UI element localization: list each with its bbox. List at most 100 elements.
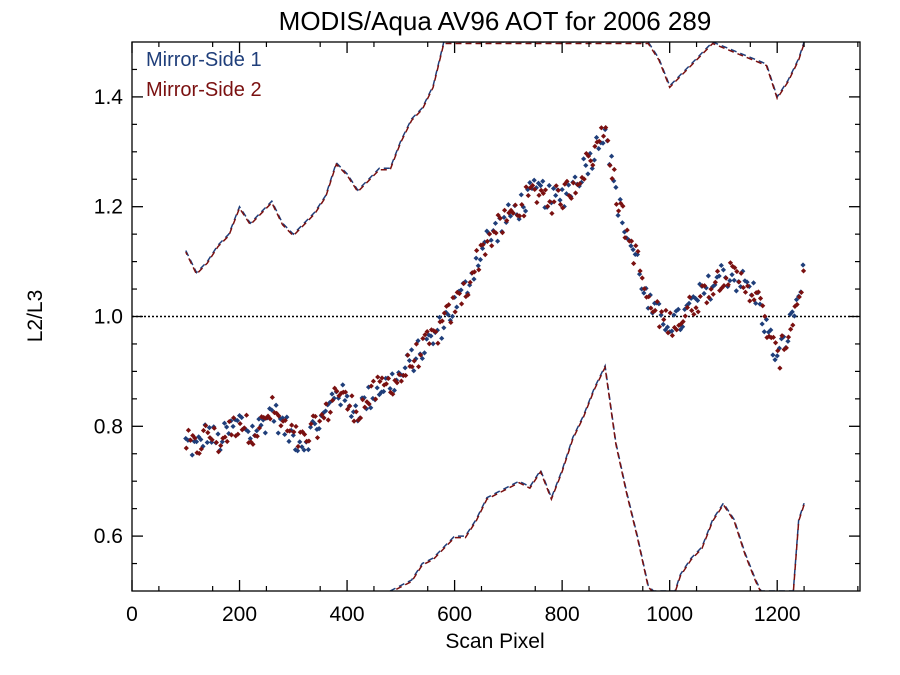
data-point-mirror-side-2	[437, 319, 443, 325]
y-tick-label: 1.0	[94, 306, 123, 329]
data-point-mirror-side-2	[721, 282, 727, 289]
data-point-mirror-side-1	[628, 243, 634, 249]
data-point-mirror-side-2	[581, 176, 587, 182]
data-point-mirror-side-2	[643, 294, 650, 300]
data-point-mirror-side-2	[256, 425, 263, 431]
data-point-mirror-side-1	[686, 300, 692, 306]
data-point-mirror-side-1	[219, 439, 225, 445]
data-point-mirror-side-2	[663, 307, 669, 314]
data-point-mirror-side-1	[492, 220, 499, 226]
data-point-mirror-side-1	[310, 418, 316, 425]
data-point-mirror-side-2	[269, 394, 275, 400]
data-point-mirror-side-1	[759, 321, 765, 327]
data-point-mirror-side-2	[577, 180, 583, 187]
data-point-mirror-side-2	[704, 300, 710, 306]
data-point-mirror-side-2	[725, 282, 731, 288]
data-point-mirror-side-2	[798, 289, 804, 296]
data-point-mirror-side-1	[267, 406, 273, 412]
data-point-mirror-side-1	[768, 327, 774, 333]
data-point-mirror-side-2	[329, 397, 336, 404]
data-point-mirror-side-1	[522, 208, 529, 214]
data-point-mirror-side-2	[254, 433, 260, 439]
data-point-mirror-side-2	[547, 199, 553, 205]
data-point-mirror-side-2	[667, 310, 673, 316]
data-point-mirror-side-2	[568, 195, 574, 201]
data-point-mirror-side-2	[523, 184, 529, 190]
data-point-mirror-side-2	[757, 295, 764, 302]
data-point-mirror-side-2	[461, 280, 467, 287]
data-point-mirror-side-2	[486, 231, 493, 237]
data-point-mirror-side-1	[322, 408, 329, 414]
data-point-mirror-side-2	[796, 294, 802, 300]
data-point-mirror-side-1	[183, 435, 189, 442]
data-point-mirror-side-1	[765, 329, 772, 335]
data-point-mirror-side-2	[390, 391, 396, 397]
data-point-mirror-side-2	[192, 435, 198, 441]
data-point-mirror-side-2	[611, 166, 617, 173]
data-point-mirror-side-1	[705, 273, 711, 279]
data-point-mirror-side-2	[693, 305, 699, 311]
data-point-mirror-side-1	[340, 382, 346, 388]
data-point-mirror-side-2	[745, 283, 751, 289]
data-point-mirror-side-1	[750, 280, 757, 286]
data-point-mirror-side-2	[467, 279, 473, 285]
data-point-mirror-side-1	[374, 385, 380, 391]
data-point-mirror-side-2	[190, 432, 196, 439]
data-point-mirror-side-2	[714, 268, 721, 274]
data-point-mirror-side-1	[718, 262, 724, 269]
data-point-mirror-side-2	[499, 229, 506, 236]
data-point-mirror-side-1	[677, 327, 684, 333]
data-point-mirror-side-2	[224, 438, 230, 445]
data-point-mirror-side-2	[635, 248, 641, 255]
data-point-mirror-side-2	[545, 203, 551, 209]
data-point-mirror-side-2	[695, 309, 701, 315]
data-point-mirror-side-2	[471, 269, 478, 275]
data-point-mirror-side-2	[306, 438, 312, 444]
data-point-mirror-side-2	[211, 425, 217, 431]
data-point-mirror-side-1	[363, 406, 370, 412]
data-point-mirror-side-2	[712, 279, 718, 285]
y-axis-label: L2/L3	[24, 290, 47, 343]
data-point-mirror-side-1	[518, 192, 524, 198]
data-point-mirror-side-1	[402, 365, 408, 371]
data-point-mirror-side-2	[800, 268, 807, 274]
data-point-mirror-side-2	[637, 268, 643, 274]
data-point-mirror-side-1	[428, 333, 434, 339]
data-point-mirror-side-2	[719, 285, 725, 291]
data-point-mirror-side-1	[778, 336, 785, 342]
data-point-mirror-side-2	[443, 303, 450, 309]
data-point-mirror-side-1	[679, 324, 686, 330]
data-point-mirror-side-2	[706, 294, 712, 300]
data-point-mirror-side-2	[263, 415, 269, 421]
data-point-mirror-side-2	[433, 329, 439, 335]
data-point-mirror-side-1	[791, 313, 798, 319]
data-point-mirror-side-1	[617, 196, 623, 203]
data-point-mirror-side-2	[772, 340, 779, 346]
data-point-mirror-side-2	[368, 383, 374, 389]
data-point-mirror-side-1	[531, 177, 537, 183]
data-point-mirror-side-2	[377, 378, 383, 385]
data-point-mirror-side-1	[664, 324, 671, 330]
data-point-mirror-side-1	[793, 296, 800, 303]
data-point-mirror-side-2	[631, 260, 637, 267]
data-point-mirror-side-1	[234, 417, 240, 424]
data-point-mirror-side-2	[351, 418, 357, 424]
y-tick-label: 0.6	[94, 525, 123, 548]
data-point-mirror-side-2	[607, 162, 613, 168]
data-point-mirror-side-2	[555, 187, 561, 193]
data-point-mirror-side-2	[183, 445, 189, 451]
data-point-mirror-side-2	[286, 428, 293, 434]
data-point-mirror-side-2	[564, 178, 570, 185]
data-point-mirror-side-2	[458, 301, 465, 307]
data-point-mirror-side-1	[406, 357, 413, 364]
data-point-mirror-side-2	[319, 412, 325, 418]
data-point-mirror-side-1	[254, 428, 260, 434]
data-point-mirror-side-2	[592, 143, 598, 149]
data-point-mirror-side-1	[596, 145, 602, 152]
data-point-mirror-side-2	[226, 418, 232, 425]
data-point-mirror-side-2	[465, 292, 471, 298]
data-point-mirror-side-2	[598, 125, 604, 131]
data-point-mirror-side-1	[424, 336, 430, 342]
data-point-mirror-side-2	[325, 417, 331, 423]
data-point-mirror-side-2	[792, 303, 798, 309]
